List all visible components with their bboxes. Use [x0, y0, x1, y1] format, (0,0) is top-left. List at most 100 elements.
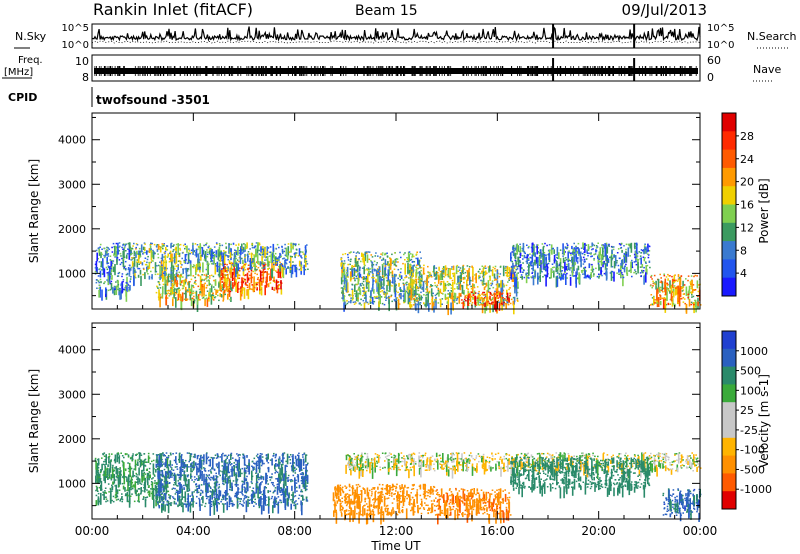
echo-cell: [214, 296, 216, 299]
echo-cell: [266, 246, 269, 256]
echo-cell: [203, 469, 206, 471]
echo-cell: [300, 255, 302, 258]
echo-cell: [444, 284, 447, 286]
echo-cell: [163, 252, 166, 254]
echo-cell: [347, 263, 349, 266]
echo-cell: [118, 472, 121, 485]
echo-cell: [689, 285, 692, 287]
echo-cell: [364, 251, 367, 262]
echo-cell: [444, 265, 447, 277]
echo-cell: [295, 264, 297, 267]
echo-cell: [363, 266, 365, 275]
echo-cell: [207, 246, 210, 249]
echo-cell: [402, 262, 404, 265]
echo-cell: [135, 252, 137, 258]
echo-cell: [499, 291, 501, 295]
echo-cell: [380, 281, 383, 288]
echo-cell: [366, 269, 369, 271]
echo-cell: [168, 494, 170, 496]
echo-cell: [351, 267, 354, 269]
echo-cell: [164, 252, 166, 255]
echo-cell: [622, 263, 624, 265]
echo-cell: [642, 256, 645, 258]
echo-cell: [136, 474, 138, 476]
echo-cell: [109, 461, 112, 473]
echo-cell: [249, 258, 252, 270]
echo-cell: [179, 294, 182, 301]
echo-cell: [623, 255, 625, 257]
echo-cell: [245, 467, 248, 469]
echo-cell: [453, 299, 455, 302]
echo-cell: [272, 252, 274, 258]
echo-cell: [500, 303, 503, 305]
echo-cell: [275, 248, 278, 250]
echo-cell: [419, 264, 421, 267]
echo-cell: [484, 297, 486, 299]
echo-cell: [243, 470, 246, 482]
echo-cell: [244, 283, 247, 286]
echo-cell: [597, 259, 600, 263]
echo-cell: [104, 464, 106, 466]
echo-cell: [103, 268, 106, 278]
echo-cell: [224, 254, 227, 256]
echo-cell: [107, 262, 110, 264]
echo-cell: [462, 292, 465, 294]
echo-cell: [577, 257, 579, 259]
echo-cell: [172, 284, 175, 287]
echo-cell: [515, 276, 518, 288]
echo-cell: [343, 285, 345, 287]
echo-cell: [479, 276, 481, 278]
echo-cell: [414, 292, 416, 295]
echo-cell: [121, 498, 124, 501]
echo-cell: [367, 289, 370, 292]
echo-cell: [223, 279, 225, 281]
echo-cell: [384, 265, 387, 267]
echo-cell: [124, 244, 126, 247]
echo-cell: [512, 296, 515, 299]
echo-cell: [694, 274, 697, 277]
echo-cell: [223, 283, 225, 289]
echo-cell: [240, 248, 242, 256]
echo-cell: [571, 256, 574, 267]
echo-cell: [198, 288, 201, 291]
echo-cell: [462, 278, 465, 280]
echo-cell: [146, 271, 148, 273]
echo-cell: [602, 264, 604, 268]
echo-cell: [206, 266, 209, 273]
echo-cell: [192, 242, 194, 251]
echo-cell: [523, 276, 526, 279]
echo-cell: [484, 265, 487, 267]
echo-cell: [497, 290, 500, 293]
y-tick-label: 4000: [58, 134, 86, 147]
echo-cell: [407, 292, 410, 305]
echo-cell: [598, 264, 600, 271]
echo-cell: [138, 263, 140, 265]
echo-cell: [273, 262, 275, 271]
echo-cell: [417, 257, 419, 265]
echo-cell: [559, 249, 562, 251]
echo-cell: [355, 283, 357, 286]
echo-cell: [267, 283, 270, 288]
echo-cell: [363, 257, 366, 266]
echo-cell: [152, 251, 155, 260]
echo-cell: [190, 467, 192, 473]
echo-cell: [344, 277, 347, 280]
echo-cell: [283, 250, 286, 253]
echo-cell: [362, 290, 364, 292]
echo-cell: [435, 277, 437, 279]
echo-cell: [178, 289, 180, 294]
echo-cell: [293, 243, 296, 245]
echo-cell: [144, 263, 147, 266]
echo-cell: [360, 260, 362, 263]
echo-cell: [562, 257, 565, 264]
echo-cell: [523, 254, 526, 259]
echo-cell: [472, 276, 474, 282]
echo-cell: [383, 288, 385, 290]
echo-cell: [170, 273, 172, 280]
echo-cell: [434, 284, 437, 287]
echo-cell: [440, 292, 443, 294]
echo-cell: [665, 303, 668, 306]
echo-cell: [638, 251, 641, 253]
